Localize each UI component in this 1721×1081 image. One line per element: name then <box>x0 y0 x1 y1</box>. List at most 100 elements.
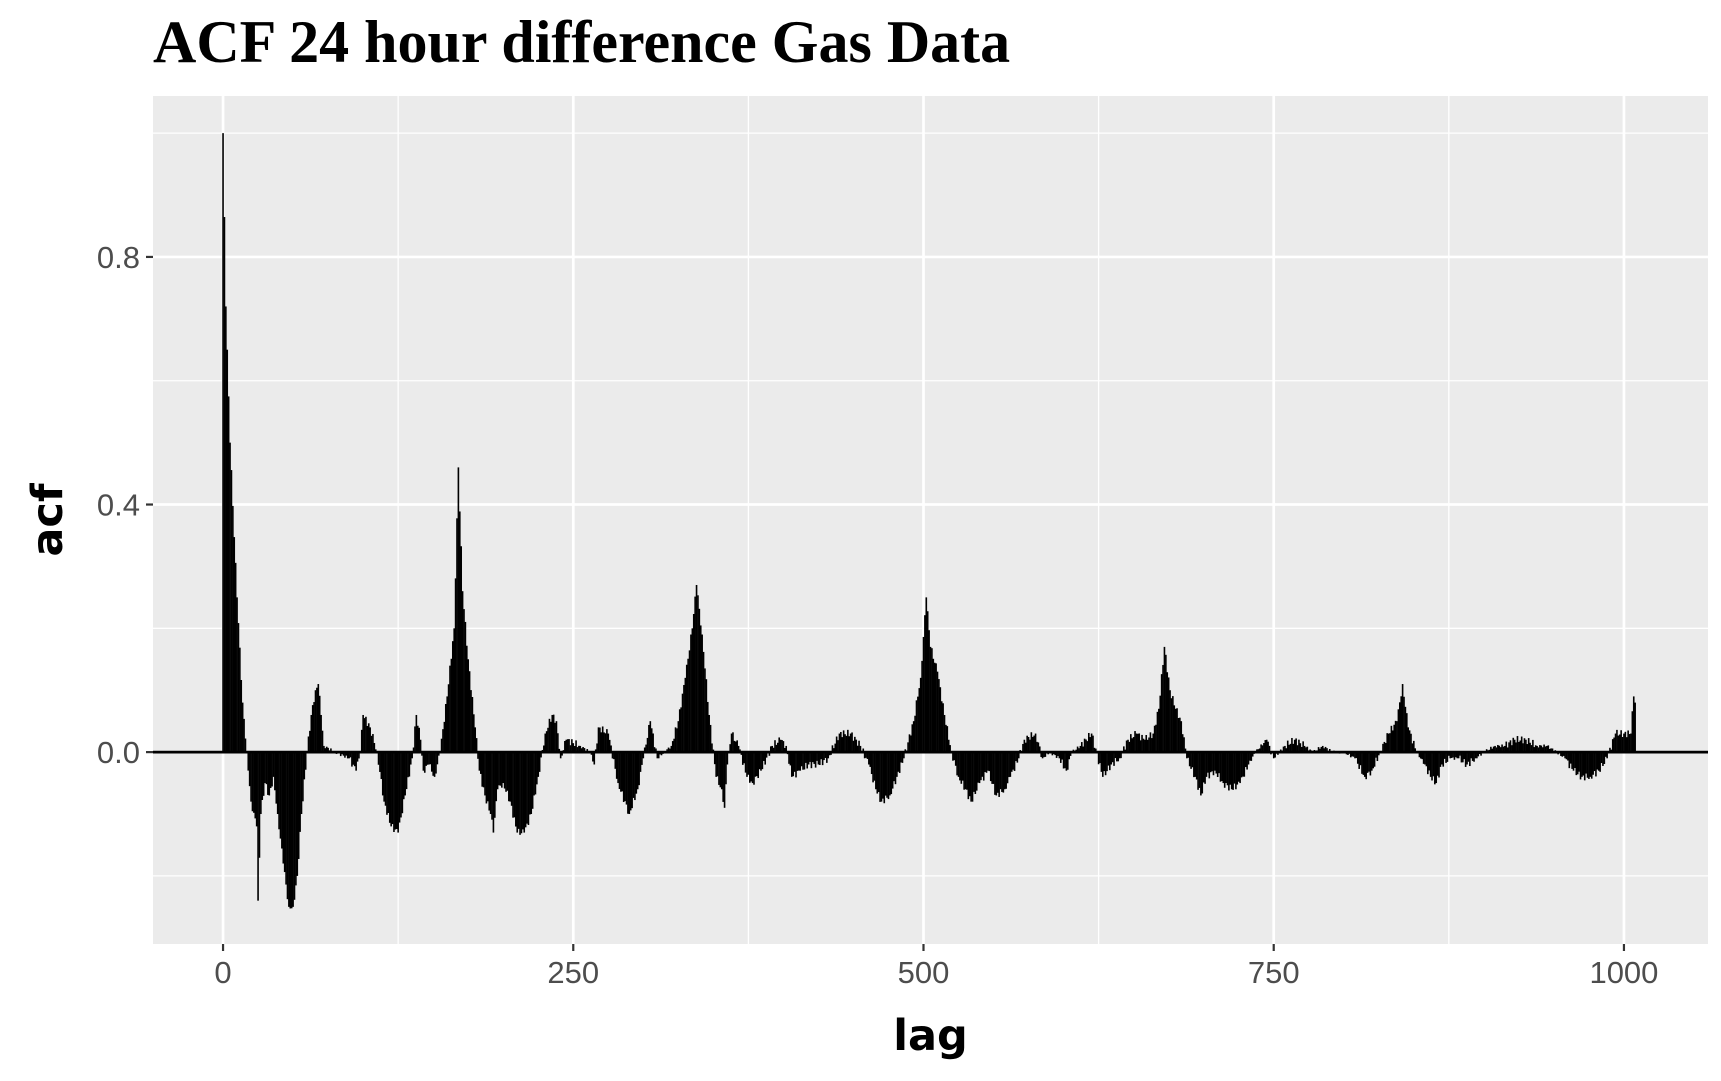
acf-bar <box>657 752 660 759</box>
acf-bar <box>646 737 649 753</box>
acf-bar <box>1131 738 1134 753</box>
acf-bar <box>1418 752 1421 758</box>
acf-bar <box>837 740 839 753</box>
acf-bar <box>887 752 890 800</box>
acf-bar <box>419 739 422 753</box>
acf-bar <box>817 752 820 765</box>
acf-bar <box>1551 748 1554 753</box>
acf-bar <box>544 733 547 753</box>
acf-bar <box>1167 677 1170 753</box>
acf-bar <box>760 752 762 771</box>
acf-bar <box>1614 733 1617 753</box>
acf-bar <box>522 752 524 830</box>
acf-bar <box>1400 696 1403 753</box>
acf-bar <box>362 714 364 753</box>
acf-bar <box>569 745 572 753</box>
acf-bar <box>323 745 325 753</box>
acf-bar <box>715 752 717 777</box>
acf-bar <box>1022 743 1024 753</box>
acf-bar <box>1305 747 1307 753</box>
acf-bar <box>1195 752 1198 780</box>
acf-bar <box>1106 752 1108 772</box>
acf-bar <box>1083 738 1086 753</box>
acf-bar <box>555 721 558 753</box>
acf-bar <box>1226 752 1229 786</box>
acf-bar <box>1462 752 1464 763</box>
acf-bar <box>1041 752 1044 759</box>
acf-bar <box>1449 752 1452 759</box>
acf-bar <box>889 752 891 796</box>
acf-bar <box>299 752 301 832</box>
acf-bar <box>278 752 280 830</box>
acf-bar <box>423 752 426 773</box>
acf-bar <box>1567 752 1569 761</box>
acf-bar <box>547 727 549 753</box>
acf-bar <box>540 752 542 758</box>
acf-bar <box>1268 745 1271 753</box>
acf-bar <box>1034 733 1037 753</box>
acf-bar <box>449 665 451 753</box>
acf-bar <box>545 731 548 753</box>
acf-bar <box>1250 752 1253 761</box>
acf-bar <box>1513 739 1516 753</box>
acf-bar <box>269 752 272 789</box>
acf-bar <box>1263 743 1265 753</box>
acf-bar <box>711 743 713 753</box>
acf-bar <box>1116 752 1118 762</box>
acf-bar <box>526 752 528 824</box>
acf-bar <box>677 721 680 753</box>
acf-bar <box>1193 752 1195 778</box>
acf-bar <box>531 752 534 809</box>
acf-bar <box>1494 745 1496 753</box>
acf-bar <box>1209 752 1212 773</box>
acf-bar <box>772 747 775 753</box>
acf-bar <box>691 628 694 753</box>
acf-bar <box>1391 730 1394 753</box>
acf-bar <box>498 752 500 786</box>
acf-bar <box>536 752 538 785</box>
acf-bar <box>781 739 783 753</box>
acf-bar <box>698 608 701 753</box>
acf-bar <box>1082 746 1085 753</box>
acf-bar <box>1463 752 1466 760</box>
acf-bar <box>358 752 360 759</box>
y-tick-label: 0.4 <box>97 488 140 523</box>
acf-bar <box>1476 752 1478 759</box>
acf-bar <box>928 630 930 753</box>
acf-bar <box>809 752 811 762</box>
acf-bar <box>309 730 311 753</box>
acf-bar <box>1595 752 1597 777</box>
acf-bar <box>634 752 636 801</box>
acf-bar <box>1160 674 1163 753</box>
acf-bar <box>318 695 321 753</box>
acf-bar <box>1533 747 1536 753</box>
acf-bar <box>754 752 757 777</box>
acf-bar <box>844 734 846 753</box>
acf-bar <box>828 752 831 756</box>
acf-bar <box>1267 741 1269 753</box>
acf-bar <box>820 752 823 760</box>
acf-bar <box>1246 752 1248 770</box>
acf-bar <box>429 752 432 765</box>
acf-bar <box>960 752 963 784</box>
acf-bar <box>891 752 894 789</box>
acf-bar <box>1239 752 1241 784</box>
acf-bar <box>379 752 381 772</box>
acf-bar <box>380 752 383 780</box>
acf-bar <box>1010 752 1013 772</box>
acf-bar <box>877 752 880 793</box>
acf-bar <box>492 752 495 833</box>
acf-bar <box>614 752 617 769</box>
x-axis: 0 250 500 750 1000 <box>214 944 1658 990</box>
acf-bar <box>232 505 234 753</box>
acf-bar <box>501 752 503 788</box>
acf-bar <box>692 613 695 753</box>
acf-bar <box>656 752 659 759</box>
acf-bar <box>762 752 765 761</box>
acf-bar <box>833 748 835 753</box>
acf-bar <box>281 752 283 849</box>
acf-bar <box>856 745 859 753</box>
acf-bar <box>1438 752 1440 778</box>
acf-bar <box>841 737 844 753</box>
acf-bar <box>554 722 556 753</box>
